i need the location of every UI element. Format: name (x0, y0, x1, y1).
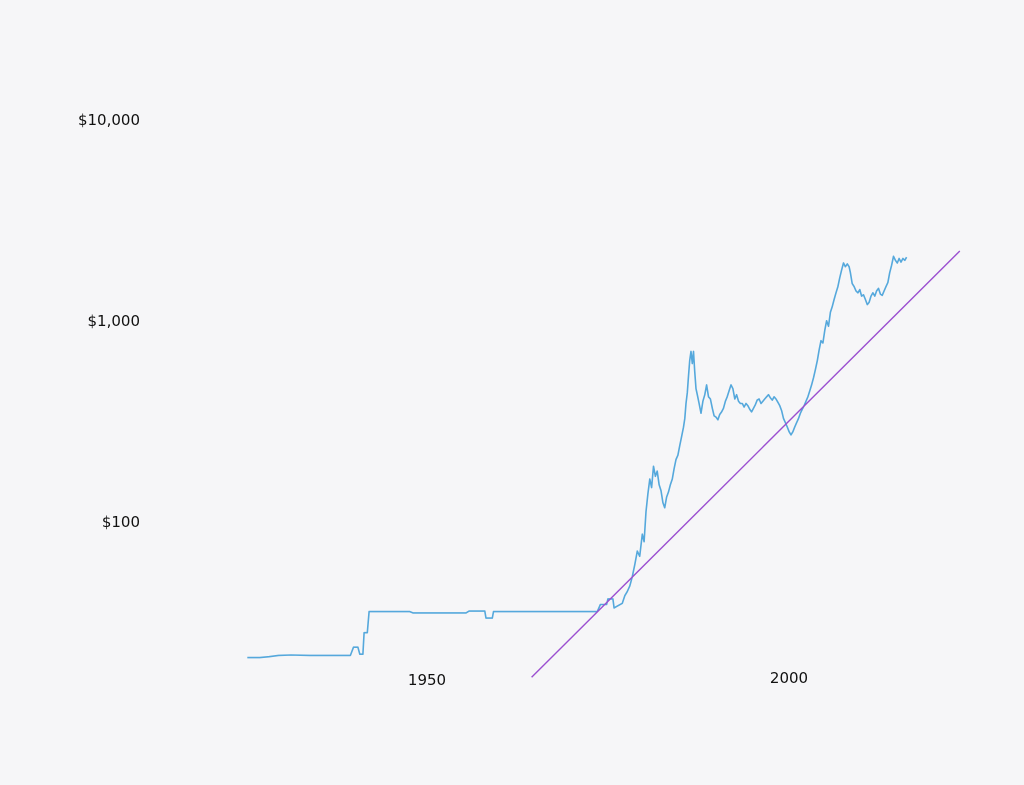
x-tick-label-2000: 2000 (770, 669, 808, 687)
y-axis-tick-labels: $10,000 $1,000 $100 (78, 111, 140, 531)
y-tick-label-1000: $1,000 (88, 312, 141, 330)
x-axis-tick-labels: 1950 2000 (408, 669, 808, 689)
x-tick-label-1950: 1950 (408, 671, 446, 689)
trend-line (531, 250, 961, 678)
price-line (247, 255, 908, 659)
y-tick-label-10000: $10,000 (78, 111, 140, 129)
y-tick-label-100: $100 (102, 513, 140, 531)
series-layer (247, 250, 961, 678)
